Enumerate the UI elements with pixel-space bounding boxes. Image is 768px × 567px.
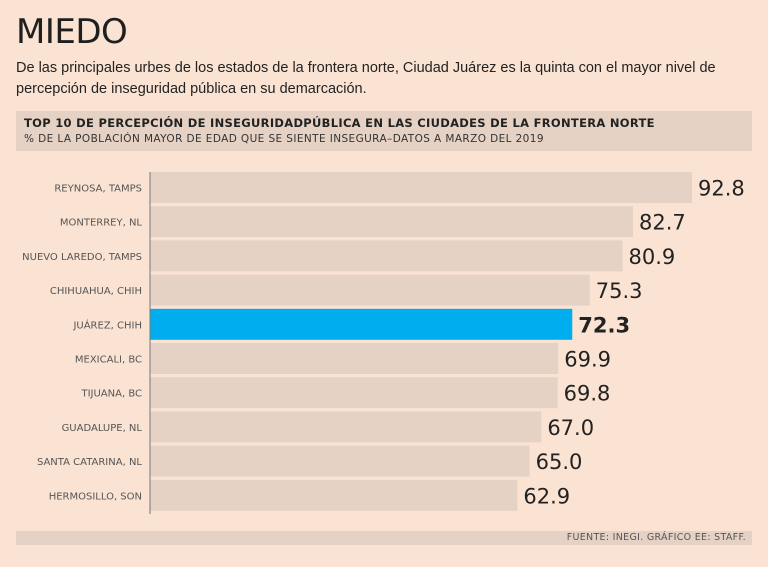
page-title: MIEDO	[16, 12, 128, 52]
bar	[150, 377, 558, 409]
value-label: 80.9	[628, 245, 675, 269]
category-label: REYNOSA, TAMPS	[54, 184, 142, 195]
category-label: NUEVO LAREDO, TAMPS	[22, 252, 142, 263]
chart-subtitle: % DE LA POBLACIÓN MAYOR DE EDAD QUE SE S…	[24, 133, 544, 145]
category-label: MEXICALI, BC	[75, 355, 142, 366]
bar	[150, 479, 518, 511]
footer-bar: FUENTE: INEGI. GRÁFICO EE: STAFF.	[16, 531, 752, 545]
category-label: CHIHUAHUA, CHIH	[50, 286, 142, 297]
bar	[150, 206, 634, 238]
value-label: 62.9	[523, 484, 570, 508]
category-label: SANTA CATARINA, NL	[37, 457, 142, 468]
value-label: 82.7	[639, 211, 686, 235]
bar	[150, 240, 623, 272]
value-label: 69.9	[564, 348, 611, 372]
category-label: JUÁREZ, CHIH	[72, 318, 142, 331]
value-label: 69.8	[564, 382, 611, 406]
value-label: 65.0	[536, 450, 583, 474]
source-note: FUENTE: INEGI. GRÁFICO EE: STAFF.	[566, 532, 746, 543]
value-label: 92.8	[698, 177, 745, 201]
chart-header: TOP 10 DE PERCEPCIÓN DE INSEGURIDADPÚBLI…	[16, 111, 752, 151]
category-label: GUADALUPE, NL	[62, 423, 143, 434]
bar	[150, 274, 590, 306]
value-label: 75.3	[596, 279, 643, 303]
bar	[150, 343, 559, 374]
page-subtitle: De las principales urbes de los estados …	[16, 60, 716, 97]
value-label: 72.3	[578, 313, 630, 337]
category-label: TIJUANA, BC	[80, 389, 142, 400]
category-label: HERMOSILLO, SON	[49, 491, 142, 502]
category-label: MONTERREY, NL	[60, 218, 143, 229]
value-label: 67.0	[547, 416, 594, 440]
bar	[150, 411, 542, 443]
bar	[150, 445, 530, 477]
bar	[150, 308, 573, 340]
chart-title: TOP 10 DE PERCEPCIÓN DE INSEGURIDADPÚBLI…	[24, 116, 655, 130]
bar	[150, 172, 692, 203]
